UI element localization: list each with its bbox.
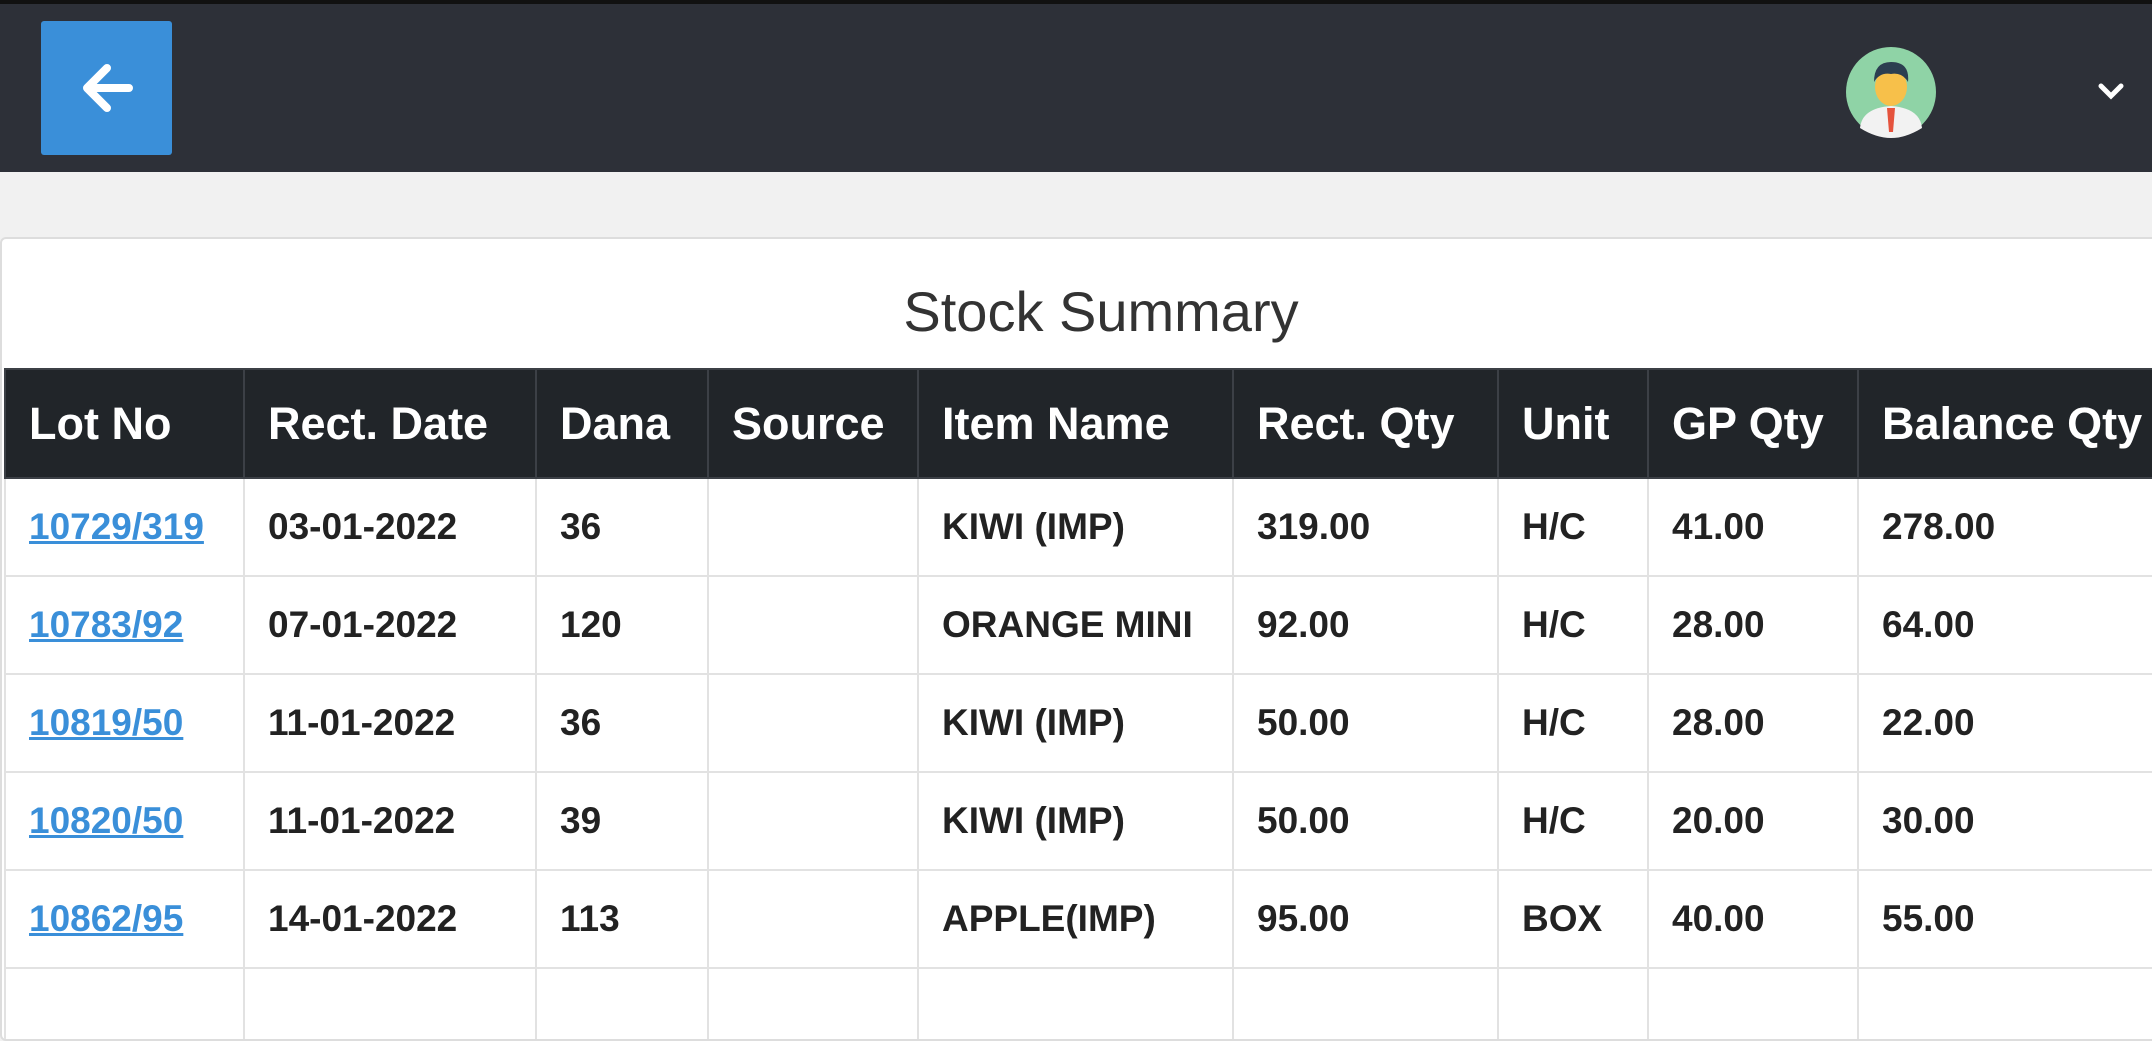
- table-cell: 10820/50: [4, 771, 245, 871]
- table-cell: H/C: [1497, 673, 1649, 773]
- table-cell: 14-01-2022: [243, 869, 537, 969]
- lot-link[interactable]: 10820/50: [29, 800, 184, 841]
- lot-link[interactable]: 10862/95: [29, 898, 184, 939]
- table-cell: [707, 869, 919, 969]
- column-header: Dana: [535, 368, 709, 479]
- table-cell: 28.00: [1647, 673, 1859, 773]
- table-cell: H/C: [1497, 477, 1649, 577]
- table-cell: 278.00: [1857, 477, 2152, 577]
- user-avatar[interactable]: [1840, 42, 1940, 142]
- table-cell: 120: [535, 575, 709, 675]
- table-cell: 11-01-2022: [243, 771, 537, 871]
- table-cell: 40.00: [1647, 869, 1859, 969]
- column-header: Item Name: [917, 368, 1234, 479]
- back-icon: [83, 64, 133, 112]
- table-row: 10783/92 07-01-2022 120 ORANGE MINI 92.00 H/C…: [4, 575, 2152, 675]
- table-cell: [707, 575, 919, 675]
- table-cell: KIWI (IMP): [917, 477, 1234, 577]
- table-cell: ORANGE MINI: [917, 575, 1234, 675]
- table-cell: 113: [535, 869, 709, 969]
- table-cell: KIWI (IMP): [917, 771, 1234, 871]
- dropdown-chevron[interactable]: [2095, 78, 2127, 106]
- table-cell: BOX: [1497, 869, 1649, 969]
- table-cell: 50.00: [1232, 771, 1499, 871]
- table-cell: [1232, 967, 1499, 1039]
- table-cell: 03-01-2022: [243, 477, 537, 577]
- table-cell: APPLE(IMP): [917, 869, 1234, 969]
- table-cell: 10819/50: [4, 673, 245, 773]
- table-cell: 20.00: [1647, 771, 1859, 871]
- lot-link[interactable]: 10729/319: [29, 506, 204, 547]
- table-cell: 95.00: [1232, 869, 1499, 969]
- back-button[interactable]: [41, 21, 172, 155]
- table-body: 10729/319 03-01-2022 36 KIWI (IMP) 319.00 H/C…: [4, 477, 2152, 1039]
- lot-link[interactable]: 10819/50: [29, 702, 184, 743]
- table-cell: 10862/95: [4, 869, 245, 969]
- table-cell: [707, 673, 919, 773]
- table-wrapper: Lot No Rect. Date Dana Source Item Name Rect.…: [4, 368, 2152, 1039]
- table-title: Stock Summary: [903, 280, 1299, 343]
- table-row: 10729/319 03-01-2022 36 KIWI (IMP) 319.00 H/C…: [4, 477, 2152, 577]
- column-header: GP Qty: [1647, 368, 1859, 479]
- stock-table: Lot No Rect. Date Dana Source Item Name Rect.…: [4, 368, 2152, 1039]
- table-cell: [917, 967, 1234, 1039]
- table-cell: 36: [535, 673, 709, 773]
- table-cell: [243, 967, 537, 1039]
- table-cell: [535, 967, 709, 1039]
- table-cell: 41.00: [1647, 477, 1859, 577]
- table-cell: [1857, 967, 2152, 1039]
- table-cell: 39: [535, 771, 709, 871]
- column-header: Rect. Date: [243, 368, 537, 479]
- table-cell: 28.00: [1647, 575, 1859, 675]
- table-cell: [707, 477, 919, 577]
- table-cell: 319.00: [1232, 477, 1499, 577]
- table-row: [4, 967, 2152, 1039]
- table-cell: 10729/319: [4, 477, 245, 577]
- table-cell: KIWI (IMP): [917, 673, 1234, 773]
- table-cell: 11-01-2022: [243, 673, 537, 773]
- table-cell: 50.00: [1232, 673, 1499, 773]
- table-cell: [707, 967, 919, 1039]
- table-cell: 55.00: [1857, 869, 2152, 969]
- table-cell: 64.00: [1857, 575, 2152, 675]
- table-cell: 92.00: [1232, 575, 1499, 675]
- table-cell: 30.00: [1857, 771, 2152, 871]
- table-row: 10820/50 11-01-2022 39 KIWI (IMP) 50.00 H/C 20…: [4, 771, 2152, 871]
- table-cell: 07-01-2022: [243, 575, 537, 675]
- table-cell: [707, 771, 919, 871]
- table-cell: 10783/92: [4, 575, 245, 675]
- table-cell: 22.00: [1857, 673, 2152, 773]
- column-header: Lot No: [4, 368, 245, 479]
- header-row: Lot No Rect. Date Dana Source Item Name Rect.…: [4, 368, 2152, 479]
- table-cell: [1497, 967, 1649, 1039]
- top-bar: [0, 0, 2152, 172]
- card: Stock Summary Lot No Rect. Date Dana Source…: [0, 237, 2152, 1041]
- table-row: 10862/95 14-01-2022 113 APPLE(IMP) 95.00 BOX 4…: [4, 869, 2152, 969]
- table-cell: [4, 967, 245, 1039]
- table-cell: H/C: [1497, 575, 1649, 675]
- column-header: Balance Qty: [1857, 368, 2152, 479]
- table-cell: 36: [535, 477, 709, 577]
- table-cell: H/C: [1497, 771, 1649, 871]
- table-cell: [1647, 967, 1859, 1039]
- column-header: Rect. Qty: [1232, 368, 1499, 479]
- lot-link[interactable]: 10783/92: [29, 604, 184, 645]
- table-row: 10819/50 11-01-2022 36 KIWI (IMP) 50.00 H/C 28…: [4, 673, 2152, 773]
- column-header: Unit: [1497, 368, 1649, 479]
- column-header: Source: [707, 368, 919, 479]
